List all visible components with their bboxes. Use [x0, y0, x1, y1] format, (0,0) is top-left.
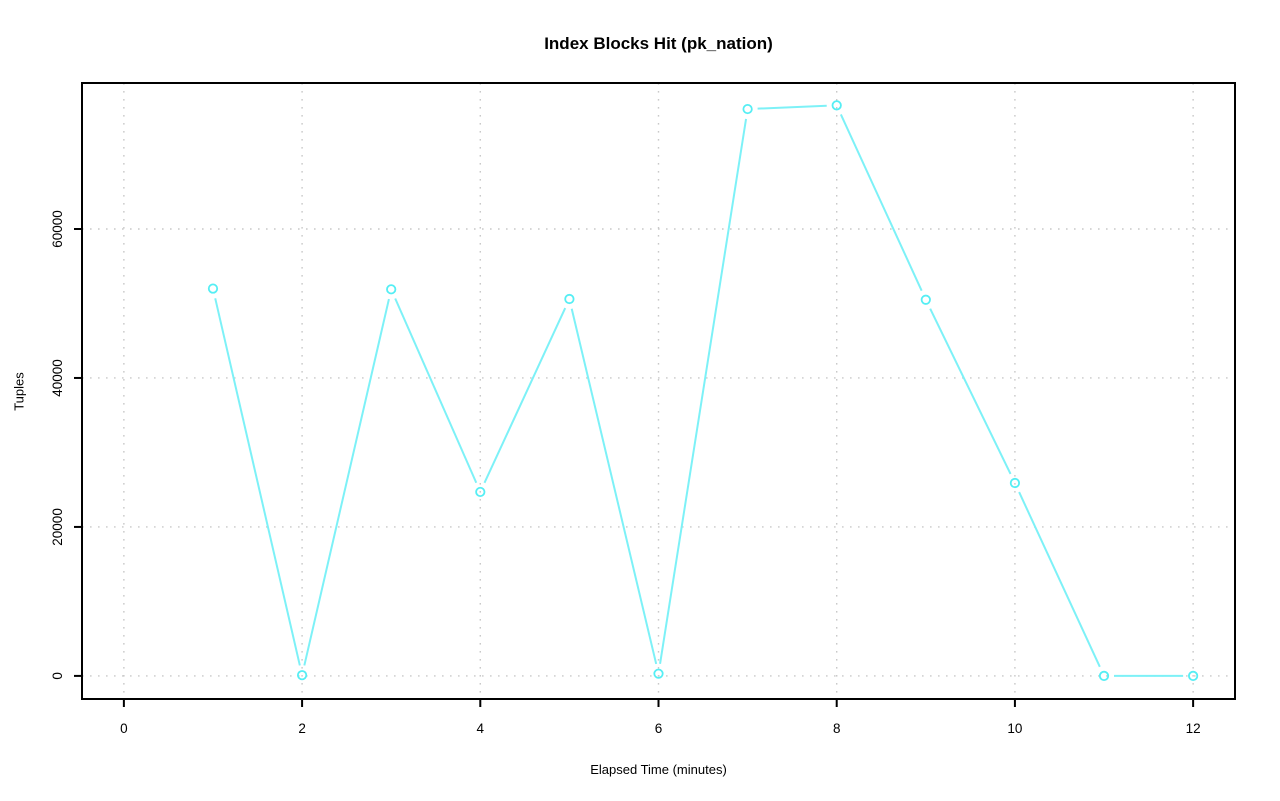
x-tick-label: 10	[1007, 721, 1022, 736]
grid	[82, 83, 1235, 699]
plot-border	[81, 82, 1236, 700]
x-axis: 0 2 4 6 8 10 12	[120, 699, 1201, 736]
line-segment	[757, 104, 827, 110]
chart-title: Index Blocks Hit (pk_nation)	[544, 34, 773, 53]
data-point	[207, 283, 219, 294]
data-point	[296, 670, 308, 681]
x-tick-label: 6	[655, 721, 663, 736]
line-segment	[839, 114, 923, 292]
y-axis: 0 20000 40000 60000	[50, 210, 82, 680]
y-tick-label: 60000	[50, 210, 65, 248]
data-point	[1009, 477, 1021, 489]
x-tick-label: 12	[1186, 721, 1201, 736]
data-point	[386, 284, 397, 295]
data-point	[653, 668, 664, 679]
line-segment	[1018, 491, 1101, 668]
data-series	[207, 100, 1199, 682]
x-tick-label: 4	[477, 721, 485, 736]
y-axis-label: Tuples	[11, 372, 27, 411]
x-axis-label: Elapsed Time (minutes)	[590, 762, 727, 777]
y-tick-label: 0	[50, 672, 65, 680]
data-point	[742, 103, 753, 115]
data-point	[831, 100, 842, 111]
line-segment	[483, 307, 567, 484]
line-segment	[570, 308, 658, 665]
x-tick-label: 0	[120, 721, 128, 736]
line-segment	[929, 308, 1012, 475]
line-segment	[394, 298, 478, 484]
line-segment	[214, 298, 301, 666]
line-segment	[303, 298, 390, 666]
line-segment	[659, 118, 748, 664]
data-point	[475, 486, 486, 498]
y-tick-label: 20000	[50, 508, 65, 546]
data-point	[1098, 670, 1110, 682]
y-tick-label: 40000	[50, 359, 65, 397]
data-point	[920, 294, 931, 305]
data-point	[564, 293, 575, 305]
x-tick-label: 2	[298, 721, 306, 736]
data-point	[1188, 670, 1199, 682]
x-tick-label: 8	[833, 721, 841, 736]
